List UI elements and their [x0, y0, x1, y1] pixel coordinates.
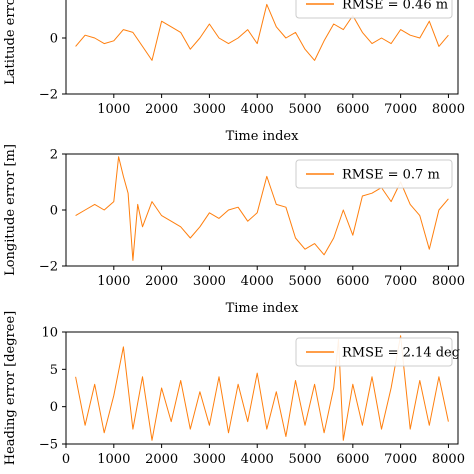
legend-label: RMSE = 0.46 m — [342, 0, 448, 13]
y-tick-label: 0 — [50, 204, 58, 219]
x-tick-label: 6000 — [336, 452, 369, 467]
series-line-1 — [75, 3, 449, 61]
legend-box — [295, 337, 453, 367]
x-tick-label: 6000 — [336, 102, 369, 117]
series-line-3 — [75, 335, 449, 441]
x-tick-label: 1000 — [97, 102, 130, 117]
x-tick-label: 8000 — [432, 452, 465, 467]
x-tick-label: 3000 — [193, 274, 226, 289]
x-tick-label: 1000 — [97, 274, 130, 289]
x-axis-label: Time index — [226, 301, 300, 316]
x-tick-label: 7000 — [384, 452, 417, 467]
legend-label: RMSE = 0.7 m — [342, 168, 440, 183]
x-tick-label: 3000 — [193, 452, 226, 467]
y-tick-label: 10 — [41, 326, 58, 341]
y-tick-label: −2 — [39, 88, 58, 103]
plot-frame — [65, 331, 459, 445]
y-tick-label: 0 — [50, 400, 58, 415]
y-tick-label: −5 — [39, 438, 58, 453]
x-axis-label: Time index — [226, 129, 300, 144]
x-tick-label: 2000 — [145, 452, 178, 467]
x-tick-label: 2000 — [145, 102, 178, 117]
x-tick-label: 6000 — [336, 274, 369, 289]
x-tick-label: 0 — [62, 452, 70, 467]
x-tick-label: 3000 — [193, 102, 226, 117]
x-tick-label: 2000 — [145, 274, 178, 289]
y-tick-label: 5 — [50, 363, 58, 378]
x-tick-label: 7000 — [384, 274, 417, 289]
x-tick-label: 4000 — [241, 274, 274, 289]
x-tick-label: 5000 — [288, 452, 321, 467]
legend: RMSE = 0.7 m — [295, 159, 453, 189]
panel-2: 1000 2000 3000 4000 5000 6000 7000 8000 −2 0 2 Time… — [3, 144, 465, 316]
x-tick-label: 1000 — [97, 452, 130, 467]
x-tick-label: 4000 — [241, 452, 274, 467]
panel-1: 1000 2000 3000 4000 5000 6000 7000 8000 −2 0 Time … — [3, 0, 465, 144]
x-tick-label: 5000 — [288, 102, 321, 117]
y-tick-label: −2 — [39, 260, 58, 275]
legend-box — [295, 0, 453, 19]
x-tick-label: 8000 — [432, 274, 465, 289]
x-tick-label: 4000 — [241, 102, 274, 117]
y-axis-label: Heading error [degree] — [3, 311, 18, 465]
panel-3: 0 1000 2000 3000 4000 5000 6000 7000 8000 −5 0 5 10 H… — [3, 311, 465, 467]
x-tick-label: 8000 — [432, 102, 465, 117]
legend-label: RMSE = 2.14 deg — [342, 346, 460, 361]
legend: RMSE = 2.14 deg — [295, 337, 460, 367]
y-axis-label: Longitude error [m] — [3, 144, 18, 276]
legend: RMSE = 0.46 m — [295, 0, 453, 19]
x-tick-label: 7000 — [384, 102, 417, 117]
y-tick-label: 2 — [50, 148, 58, 163]
y-axis-label: Latitude error — [3, 0, 18, 85]
y-tick-label: 0 — [50, 32, 58, 47]
x-tick-label: 5000 — [288, 274, 321, 289]
legend-box — [295, 159, 453, 189]
